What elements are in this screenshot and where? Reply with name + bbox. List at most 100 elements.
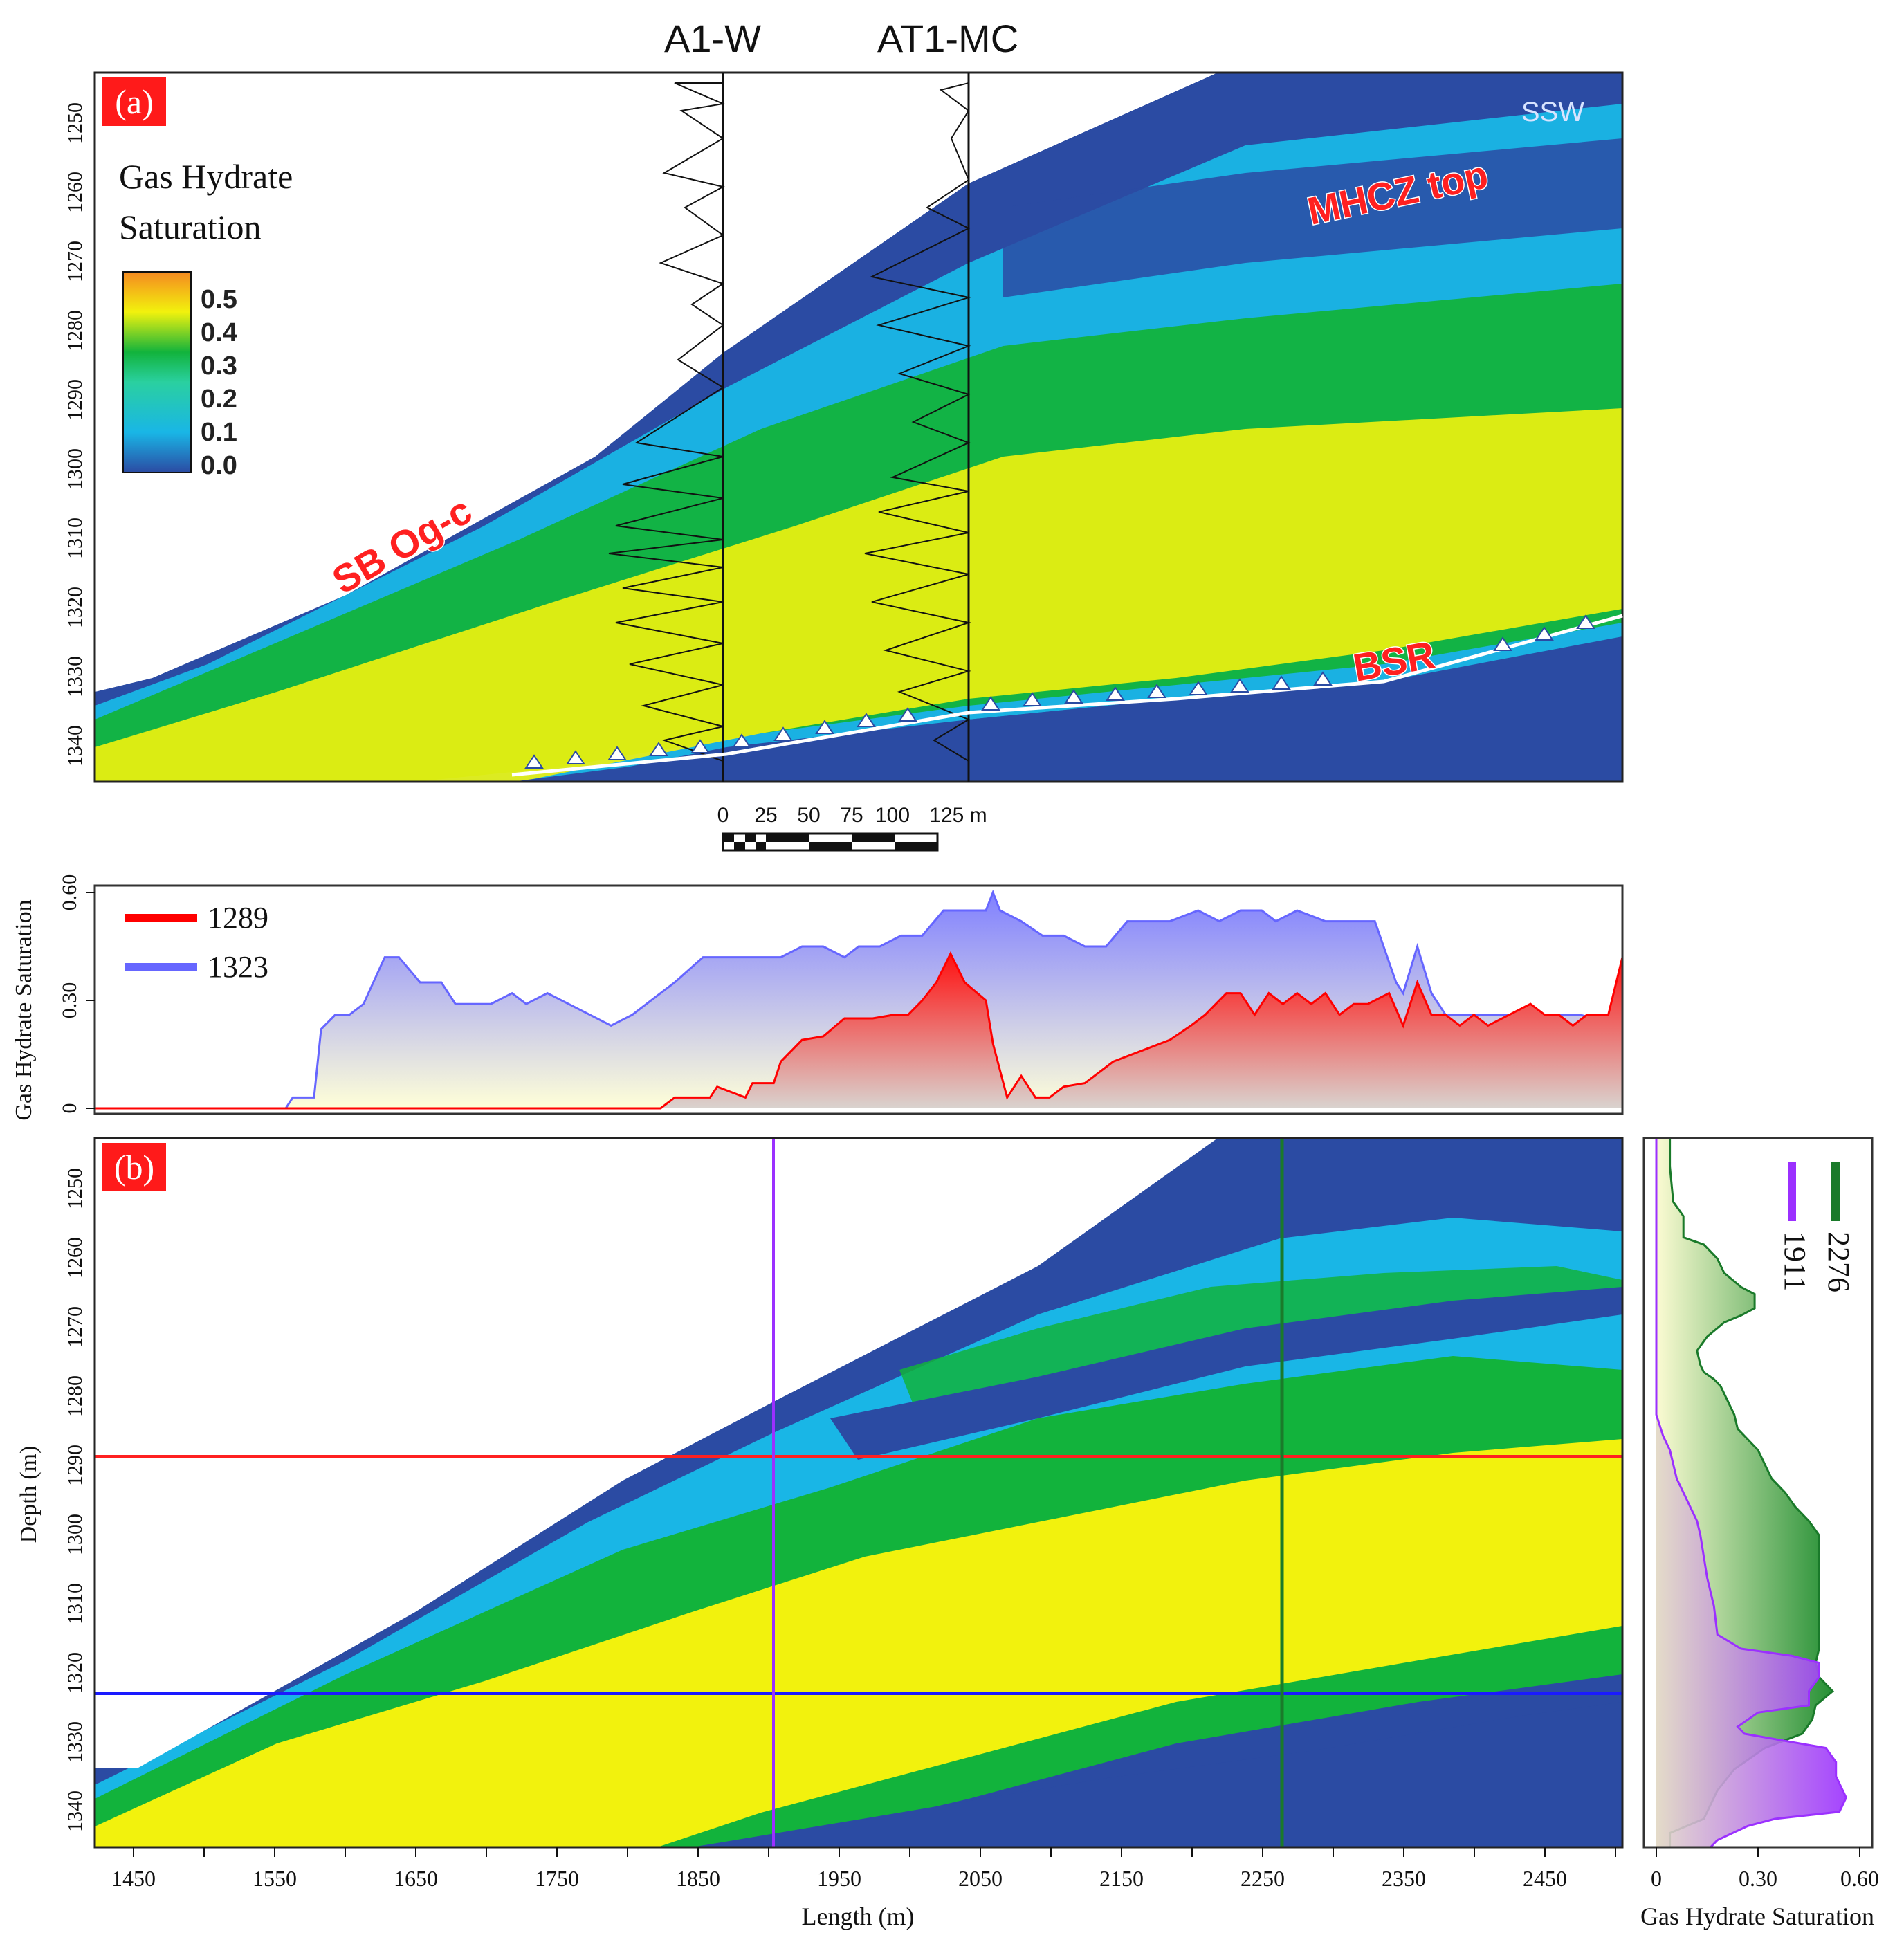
series-line-2276: [1669, 1138, 1834, 1847]
depth-profile-x-tick: 0: [1651, 1866, 1662, 1891]
series-area-1911: [1656, 1138, 1847, 1847]
panel-a-frame: [93, 71, 1624, 783]
colorbar-title-line1: Gas Hydrate: [119, 157, 293, 196]
series-line-1289: [95, 951, 1622, 1110]
panel-a-depth-tick: 1320: [64, 587, 86, 628]
colorbar-tick: 0.5: [201, 285, 237, 314]
depth-profile-chart: 0 0.30 0.60 Gas Hydrate Saturation 2276 19…: [1640, 1137, 1879, 1930]
section-b-deep-blue: [692, 1702, 1622, 1847]
scale-bar-tick: 0: [717, 804, 729, 827]
panel-b-y-tick: 1250: [64, 1168, 86, 1209]
profile-y-axis: 0 0.30 0.60: [58, 874, 95, 1114]
panel-a-depth-tick: 1260: [64, 172, 86, 213]
panel-a-depth-tick: 1250: [64, 102, 86, 144]
panel-b-x-tick: 2150: [1099, 1866, 1144, 1891]
section-a-deep-blue: [512, 636, 1622, 782]
annotation-bsr: BSR: [1350, 632, 1438, 690]
legend-label-1289: 1289: [208, 901, 268, 935]
scale-bar-tick: 25: [754, 804, 777, 827]
series-line-1911: [1655, 1138, 1848, 1847]
colorbar-ticks: 0.5 0.4 0.3 0.2 0.1 0.0: [201, 285, 237, 480]
profile-chart: 0 0.30 0.60 Gas Hydrate Saturation 1289 13…: [11, 874, 1624, 1121]
colorbar-tick: 0.4: [201, 318, 237, 347]
panel-a-label: (a): [115, 82, 154, 121]
panel-b-x-axis: 1450 1550 1650 1750 1850 1950 2050 2150 …: [111, 1847, 1616, 1891]
panel-b-y-tick: 1330: [64, 1721, 86, 1763]
panel-b-section: [95, 1138, 1622, 1847]
panel-a-depth-tick: 1300: [64, 448, 86, 490]
depth-profile-x-tick: 0.30: [1739, 1866, 1777, 1891]
profile-y-tick: 0: [58, 1103, 81, 1114]
panel-b-x-tick: 1950: [817, 1866, 861, 1891]
legend-label-2276: 2276: [1822, 1231, 1856, 1292]
depth-profile-x-axis: 0 0.30 0.60: [1651, 1847, 1879, 1891]
panel-b-frame: [93, 1137, 1624, 1849]
series-area-1289: [95, 953, 1622, 1108]
panel-b-y-tick: 1340: [64, 1790, 86, 1832]
panel-a-depth-tick: 1280: [64, 310, 86, 351]
panel-b-x-tick: 1550: [253, 1866, 297, 1891]
panel-a-depth-tick: 1340: [64, 725, 86, 767]
panel-a-depth-axis: 1250 1260 1270 1280 1290 1300 1310 1320 …: [64, 102, 86, 767]
depth-profile-x-tick: 0.60: [1840, 1866, 1879, 1891]
depth-profile-xlabel: Gas Hydrate Saturation: [1640, 1903, 1874, 1930]
panel-a-depth-tick: 1270: [64, 241, 86, 282]
panel-b-y-tick: 1310: [64, 1583, 86, 1624]
panel-b-y-tick: 1300: [64, 1514, 86, 1555]
panel-a: 1250 1260 1270 1280 1290 1300 1310 1320 …: [64, 17, 1624, 852]
panel-a-depth-tick: 1310: [64, 517, 86, 559]
series-line-1323: [95, 889, 1622, 1110]
profile-y-tick: 0.60: [58, 874, 81, 911]
section-b-white-above-seafloor: [95, 1138, 1218, 1768]
bsr-line: [511, 614, 1623, 777]
bsr-triangles: [524, 614, 1595, 769]
panel-b: (b) 1250 1260 1270 1280 1290 1300 1310 1…: [16, 1137, 1624, 1930]
panel-b-label: (b): [114, 1148, 154, 1187]
colorbar-tick: 0.0: [201, 451, 237, 480]
panel-b-x-tick: 2250: [1241, 1866, 1285, 1891]
scale-bar-tick: 100: [875, 804, 910, 827]
well-log-at1-mc: [864, 73, 971, 782]
panel-a-depth-tick: 1330: [64, 656, 86, 697]
panel-a-label-box: [102, 77, 166, 126]
scale-bar-tick: 50: [797, 804, 820, 827]
section-b-yellow-band: [95, 1439, 1622, 1847]
colorbar: [122, 271, 192, 473]
panel-b-x-tick: 1750: [535, 1866, 579, 1891]
scale-bar-tick: 125 m: [929, 804, 987, 827]
panel-b-y-tick: 1270: [64, 1306, 86, 1348]
section-a-white-above-seafloor: [95, 73, 1218, 692]
section-a-upper-blue-lens: [1003, 138, 1622, 297]
direction-label: SSW: [1521, 97, 1584, 127]
panel-b-y-tick: 1320: [64, 1652, 86, 1694]
well-label-at1-mc: AT1-MC: [877, 17, 1018, 60]
depth-profile-series-layer: [1655, 1138, 1848, 1847]
colorbar-title-line2: Saturation: [119, 208, 262, 246]
panel-b-x-tick: 1450: [111, 1866, 156, 1891]
section-b-green-upper: [899, 1266, 1622, 1404]
scale-bar: 0 25 50 75 100 125 m: [717, 804, 987, 852]
well-log-a1-w: [608, 73, 726, 782]
panel-b-x-tick: 1650: [394, 1866, 438, 1891]
panel-b-y-tick: 1290: [64, 1445, 86, 1486]
colorbar-tick: 0.2: [201, 385, 237, 414]
panel-a-section: [95, 73, 1622, 782]
legend-label-1911: 1911: [1778, 1231, 1812, 1291]
panel-b-label-box: [102, 1143, 166, 1191]
scale-bar-tick: 75: [840, 804, 863, 827]
panel-b-x-tick: 2050: [958, 1866, 1003, 1891]
colorbar-tick: 0.1: [201, 418, 237, 447]
panel-b-y-tick: 1260: [64, 1237, 86, 1279]
panel-b-x-tick: 1850: [676, 1866, 720, 1891]
panel-b-xlabel: Length (m): [802, 1903, 915, 1930]
legend-label-1323: 1323: [208, 950, 268, 984]
profile-series-layer: [95, 889, 1622, 1110]
section-a-yellow-band: [95, 408, 1622, 782]
panel-a-depth-tick: 1290: [64, 379, 86, 421]
profile-y-tick: 0.30: [58, 982, 81, 1019]
colorbar-tick: 0.3: [201, 351, 237, 381]
panel-b-x-tick: 2450: [1523, 1866, 1567, 1891]
panel-b-y-tick: 1280: [64, 1375, 86, 1417]
section-b-blue-lens: [830, 1287, 1622, 1460]
